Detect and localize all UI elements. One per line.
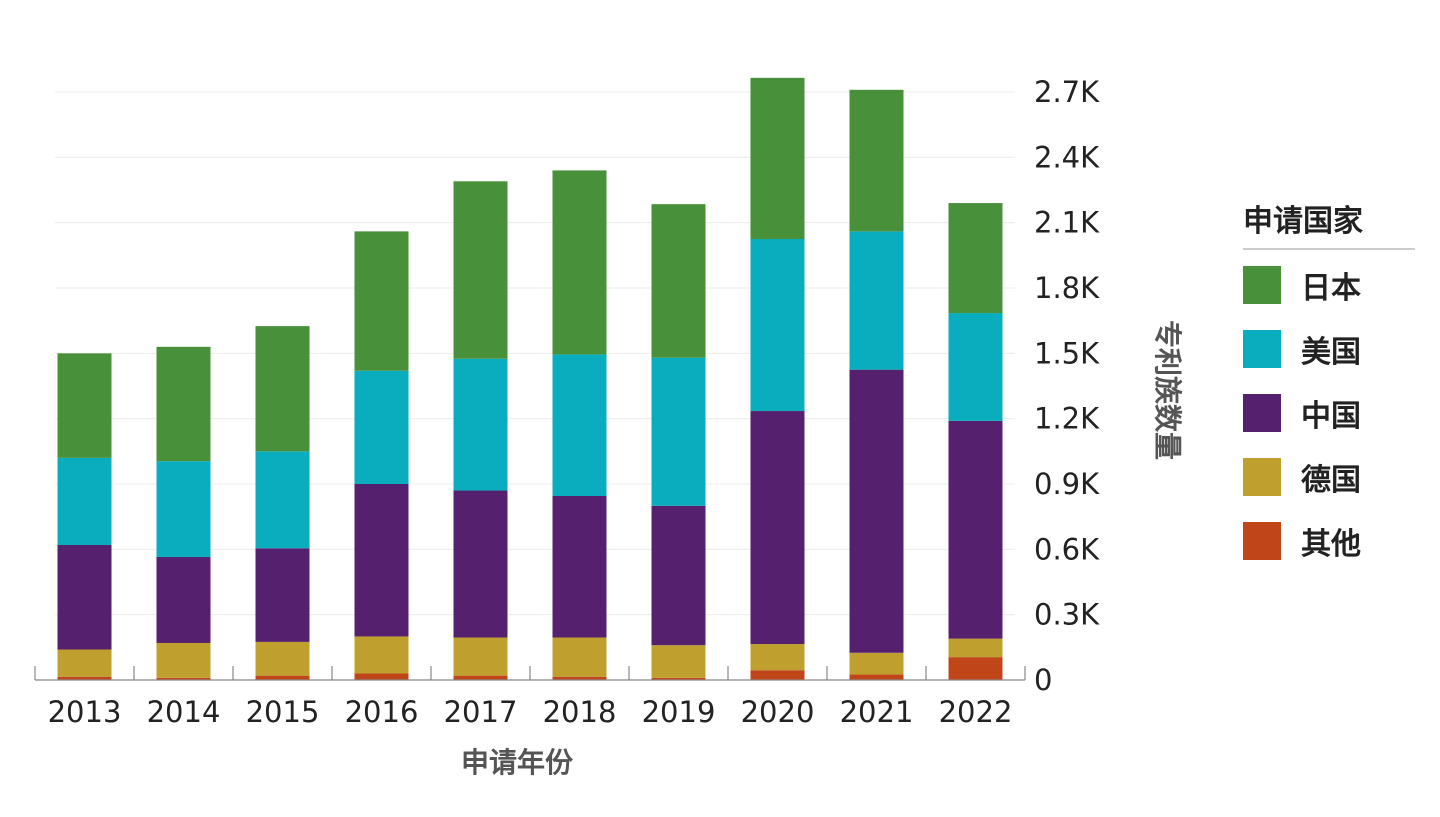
bar-segment: [948, 203, 1003, 314]
legend-title: 申请国家: [1243, 196, 1415, 250]
legend: 申请国家 日本美国中国德国其他: [1243, 196, 1415, 586]
x-tick-label: 2016: [345, 695, 419, 729]
bar-segment: [651, 677, 706, 680]
y-tick-label: 2.1K: [1034, 206, 1100, 240]
bar-segment: [552, 676, 607, 680]
bar-segment: [552, 170, 607, 355]
legend-label: 美国: [1301, 335, 1361, 370]
legend-swatch: [1243, 330, 1281, 368]
bar-segment: [651, 357, 706, 506]
x-tick-label: 2018: [543, 695, 617, 729]
legend-item: 德国: [1243, 458, 1415, 498]
bar-segment: [255, 326, 310, 452]
y-tick-label: 1.2K: [1034, 402, 1100, 436]
bar-segment: [849, 652, 904, 675]
y-tick-label: 2.4K: [1034, 140, 1100, 174]
bar-segment: [354, 636, 409, 674]
x-tick-label: 2014: [147, 695, 221, 729]
bar-segment: [255, 641, 310, 676]
legend-item: 其他: [1243, 522, 1415, 562]
x-tick-label: 2017: [444, 695, 518, 729]
bar-segment: [57, 676, 112, 680]
bar-segment: [750, 644, 805, 671]
bar-segment: [57, 649, 112, 677]
y-tick-label: 0.9K: [1034, 467, 1100, 501]
legend-swatch: [1243, 394, 1281, 432]
x-tick-label: 2015: [246, 695, 320, 729]
bar-segment: [453, 637, 508, 676]
y-axis: 0 0.3K 0.6K 0.9K 1.2K 1.5K 1.8K 2.1K 2.4K 2.7K: [1034, 75, 1100, 697]
bar-segment: [948, 657, 1003, 680]
bar-segment: [453, 181, 508, 359]
y-tick-label: 0.3K: [1034, 598, 1100, 632]
bar-segment: [354, 673, 409, 680]
bar-segment: [750, 239, 805, 412]
bar-segment: [255, 548, 310, 642]
bar-segment: [255, 675, 310, 680]
bar-segment: [156, 346, 211, 462]
bar-segment: [453, 675, 508, 680]
bar-segment: [849, 369, 904, 653]
bar-segment: [156, 642, 211, 678]
bar-segment: [57, 353, 112, 458]
bar-segment: [354, 231, 409, 371]
x-tick-label: 2019: [642, 695, 716, 729]
legend-label: 德国: [1301, 463, 1361, 498]
bar-segment: [948, 638, 1003, 658]
legend-swatch: [1243, 266, 1281, 304]
bar-segment: [849, 89, 904, 232]
bar-segment: [948, 313, 1003, 421]
legend-label: 中国: [1301, 399, 1361, 434]
bar-segment: [849, 674, 904, 680]
bar-segment: [354, 370, 409, 484]
bar-segment: [453, 358, 508, 491]
legend-swatch: [1243, 522, 1281, 560]
y-tick-label: 1.5K: [1034, 336, 1100, 370]
bar-segment: [552, 637, 607, 677]
x-tick-label: 2013: [48, 695, 122, 729]
legend-label: 其他: [1301, 527, 1361, 562]
x-tick-label: 2020: [741, 695, 815, 729]
y-tick-label: 2.7K: [1034, 75, 1100, 109]
bar-segment: [156, 461, 211, 557]
bar-segment: [750, 411, 805, 645]
y-tick-label: 1.8K: [1034, 271, 1100, 305]
gridlines: [55, 91, 1015, 616]
y-axis-title: 专利族数量: [1151, 320, 1184, 460]
bar-segment: [156, 677, 211, 680]
legend-item: 中国: [1243, 394, 1415, 434]
x-axis: 2013 2014 2015 2016 2017 2018 2019 2020 2021 2022: [34, 666, 1026, 729]
legend-label: 日本: [1301, 271, 1361, 306]
bar-segment: [651, 204, 706, 358]
legend-item: 日本: [1243, 266, 1415, 306]
bar-segment: [750, 77, 805, 239]
bar-segment: [156, 556, 211, 643]
bar-segment: [354, 484, 409, 637]
y-tick-label: 0.6K: [1034, 532, 1100, 566]
bar-segment: [948, 420, 1003, 639]
legend-swatch: [1243, 458, 1281, 496]
x-tick-label: 2022: [939, 695, 1013, 729]
bar-segment: [453, 490, 508, 638]
bar-segment: [255, 451, 310, 549]
y-tick-label: 0: [1034, 663, 1052, 697]
bar-segment: [57, 544, 112, 650]
x-tick-label: 2021: [840, 695, 914, 729]
x-axis-title: 申请年份: [461, 746, 573, 779]
bar-segment: [651, 505, 706, 646]
bar-segment: [552, 354, 607, 496]
bar-segment: [750, 670, 805, 680]
bar-segment: [651, 645, 706, 678]
bars-layer: [57, 77, 1003, 680]
bar-segment: [57, 457, 112, 545]
legend-item: 美国: [1243, 330, 1415, 370]
bar-segment: [552, 495, 607, 638]
bar-segment: [849, 231, 904, 370]
